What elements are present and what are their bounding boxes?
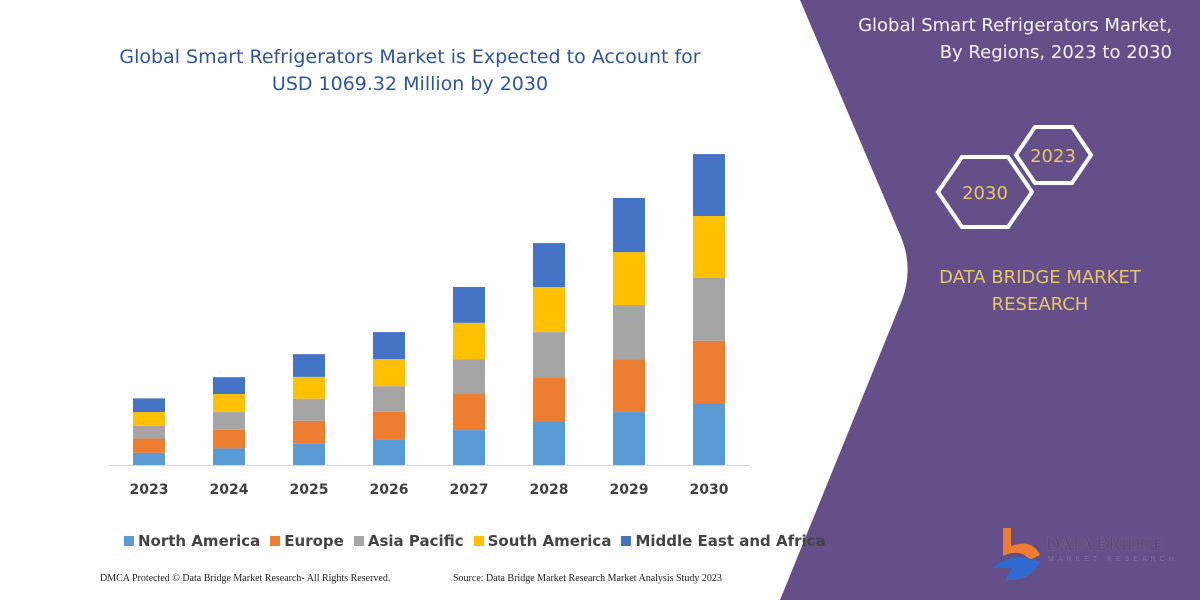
bar-segment-2024-middle-east-and-africa [213, 377, 245, 395]
x-tick-label: 2027 [450, 482, 489, 498]
bar-segment-2025-middle-east-and-africa [293, 354, 325, 377]
bar-segment-2027-middle-east-and-africa [453, 287, 485, 323]
legend-item-south-america: South America [473, 532, 612, 550]
legend-item-europe: Europe [270, 532, 344, 550]
side-title-line1: Global Smart Refrigerators Market, [858, 15, 1172, 36]
side-title: Global Smart Refrigerators Market, By Re… [858, 12, 1172, 66]
bar-segment-2028-north-america [533, 421, 565, 465]
brand-line2: RESEARCH [991, 294, 1089, 315]
bar-segment-2023-europe [133, 438, 165, 453]
hexagon-2030 [935, 155, 1035, 229]
bar-segment-2029-south-america [613, 252, 645, 306]
legend-swatch [621, 536, 632, 546]
bar-segment-2026-north-america [373, 439, 405, 465]
bar-segment-2030-middle-east-and-africa [693, 154, 725, 217]
bar-segment-2030-europe [693, 340, 725, 404]
purple-panel [780, 0, 1200, 600]
bar-segment-2030-asia-pacific [693, 277, 725, 341]
chart-title-line2: USD 1069.32 Million by 2030 [271, 73, 549, 95]
brand-line1: DATA BRIDGE MARKET [939, 267, 1141, 288]
legend: North America Europe Asia Pacific South … [124, 532, 826, 550]
legend-swatch [270, 536, 281, 546]
legend-label: Europe [284, 532, 344, 550]
legend-item-middle-east-africa: Middle East and Africa [621, 532, 826, 550]
legend-label: Asia Pacific [367, 532, 464, 550]
side-title-line2: By Regions, 2023 to 2030 [939, 42, 1172, 63]
data-bridge-logo-icon [992, 528, 1040, 581]
bar-segment-2028-europe [533, 377, 565, 422]
bar-segment-2025-europe [293, 420, 325, 444]
bar-segment-2027-asia-pacific [453, 359, 485, 395]
bar-segment-2023-south-america [133, 412, 165, 426]
bar-segment-2024-south-america [213, 394, 245, 413]
bar-segment-2023-asia-pacific [133, 425, 165, 439]
bar-segment-2028-middle-east-and-africa [533, 243, 565, 288]
bar-segment-2026-europe [373, 411, 405, 440]
x-tick-label: 2029 [610, 482, 649, 498]
bar-segment-2024-asia-pacific [213, 412, 245, 430]
bar-segment-2027-europe [453, 394, 485, 431]
x-tick-label: 2023 [130, 482, 169, 498]
legend-label: North America [138, 532, 261, 550]
bar-segment-2029-asia-pacific [613, 305, 645, 360]
hexagon-2023 [1013, 125, 1094, 185]
legend-swatch [353, 536, 364, 546]
legend-item-asia-pacific: Asia Pacific [353, 532, 464, 550]
bar-segment-2029-north-america [613, 412, 645, 465]
x-tick-label: 2028 [530, 482, 569, 498]
bar-segment-2026-asia-pacific [373, 386, 405, 412]
bar-segment-2023-middle-east-and-africa [133, 398, 165, 413]
bar-segment-2030-north-america [693, 403, 725, 465]
brand-text: DATA BRIDGE MARKET RESEARCH [925, 264, 1155, 318]
legend-label: Middle East and Africa [635, 532, 826, 550]
legend-swatch [124, 536, 134, 546]
bar-segment-2027-south-america [453, 322, 485, 360]
hex-2023-label: 2023 [1030, 146, 1076, 167]
chart-plot: 2023 2024 2025 2026 2027 2028 2029 2030 [108, 154, 750, 498]
bar-segment-2025-asia-pacific [293, 398, 325, 421]
bar-segment-2029-europe [613, 359, 645, 413]
bar-segment-2029-middle-east-and-africa [613, 198, 645, 253]
logo-subtext: MARKET RESEARCH [1048, 556, 1178, 563]
bar-segment-2026-south-america [373, 359, 405, 387]
bar-segment-2027-north-america [453, 430, 485, 465]
footer-copyright: DMCA Protected © Data Bridge Market Rese… [100, 573, 391, 584]
footer-source: Source: Data Bridge Market Research Mark… [453, 573, 722, 584]
hex-2030-label: 2030 [962, 183, 1008, 204]
bar-segment-2024-north-america [213, 448, 245, 465]
bar-segment-2025-north-america [293, 443, 325, 465]
x-tick-label: 2030 [690, 482, 729, 498]
logo-text: DATA BRIDGE [1046, 534, 1165, 555]
bar-segment-2024-europe [213, 429, 245, 449]
bar-segment-2023-north-america [133, 452, 165, 465]
legend-item-north-america: North America [124, 532, 260, 550]
bar-segment-2030-south-america [693, 216, 725, 278]
bar-segment-2025-south-america [293, 376, 325, 399]
legend-swatch [473, 536, 484, 546]
x-tick-label: 2025 [290, 482, 329, 498]
legend-label: South America [487, 532, 612, 550]
chart-title-line1: Global Smart Refrigerators Market is Exp… [119, 46, 701, 68]
bar-segment-2028-asia-pacific [533, 332, 565, 378]
bar-segment-2028-south-america [533, 287, 565, 333]
x-tick-label: 2026 [370, 482, 409, 498]
bar-segment-2026-middle-east-and-africa [373, 332, 405, 360]
chart-title: Global Smart Refrigerators Market is Exp… [100, 44, 720, 98]
x-tick-label: 2024 [210, 482, 249, 498]
